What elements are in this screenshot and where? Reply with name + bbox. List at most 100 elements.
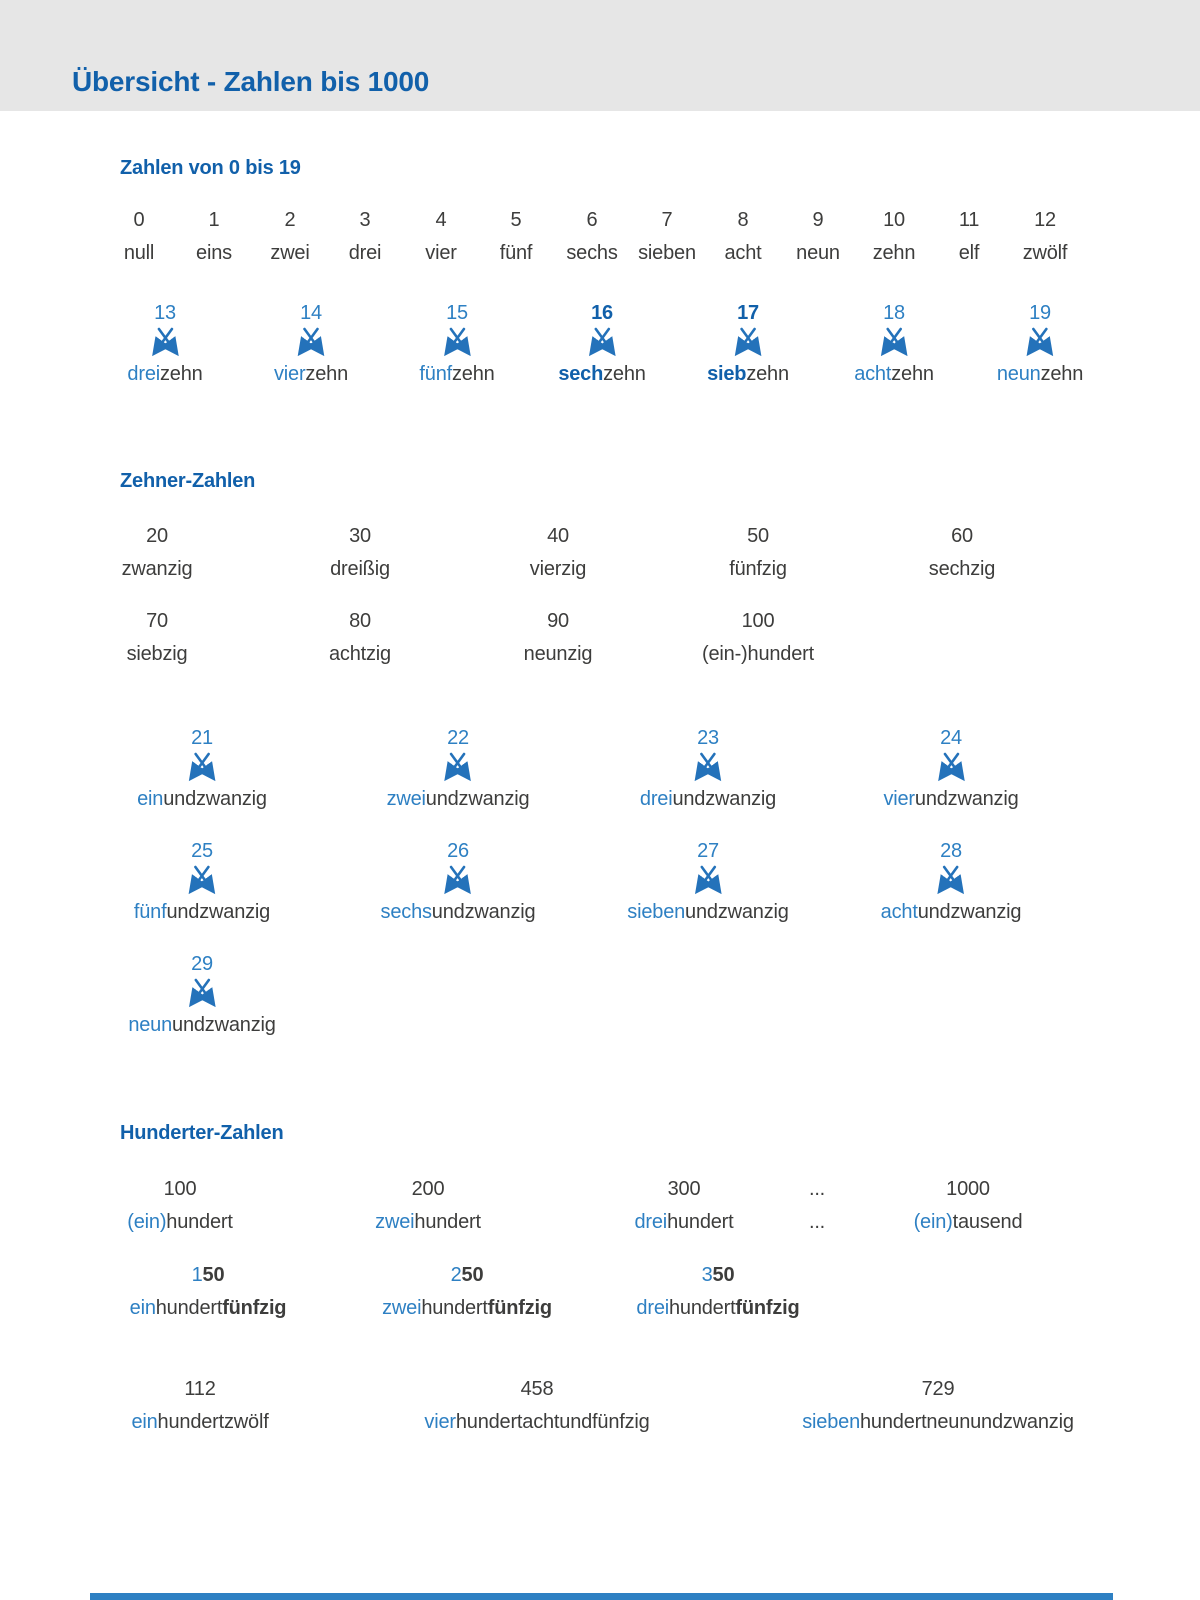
- number-cell: 90 neunzig: [524, 608, 593, 667]
- number-word: achtzig: [329, 643, 391, 665]
- number-digit: 350: [636, 1262, 799, 1288]
- number-word: vierzig: [529, 558, 587, 580]
- word-prefix: ein: [131, 1411, 158, 1433]
- word-suffix: hundert: [166, 1211, 233, 1233]
- number-cell-with-arrows: 14 vierzehn: [274, 300, 348, 387]
- number-digit: 28: [940, 840, 962, 862]
- word-suffix: hundert: [414, 1211, 481, 1233]
- number-word: siebzehn: [707, 361, 789, 387]
- number-cell: 5 fünf: [500, 207, 533, 266]
- number-cell: 50 fünfzig: [729, 523, 787, 582]
- number-word: achtzehn: [854, 361, 934, 387]
- number-digit: 50: [747, 525, 769, 547]
- number-cell-with-arrows: 23 dreiundzwanzig: [640, 725, 776, 812]
- footer-bar: [90, 1593, 1113, 1600]
- number-cell-with-arrows: 17 siebzehn: [707, 300, 789, 387]
- number-cell: 1000 (ein)tausend: [914, 1176, 1023, 1235]
- number-word: siebzig: [126, 643, 188, 665]
- number-digit: 30: [349, 525, 371, 547]
- word-prefix: zwei: [375, 1211, 415, 1233]
- word-suffix: undzwanzig: [914, 788, 1019, 810]
- number-word: vierhundertachtundfünfzig: [424, 1409, 649, 1435]
- number-digit: 458: [520, 1378, 554, 1400]
- number-cell: 80 achtzig: [329, 608, 391, 667]
- number-word: sechsundzwanzig: [381, 899, 536, 925]
- number-cell: 8 acht: [724, 207, 761, 266]
- number-digit: 11: [958, 209, 980, 231]
- word-suffix: undzwanzig: [163, 788, 267, 810]
- digit-prefix: 1: [191, 1264, 203, 1286]
- number-cell-with-arrows: 25 fünfundzwanzig: [134, 838, 270, 925]
- number-word: vierundzwanzig: [883, 786, 1018, 812]
- number-digit: 24: [940, 727, 962, 749]
- number-cell-with-arrows: 26 sechsundzwanzig: [381, 838, 536, 925]
- number-digit: 27: [697, 840, 719, 862]
- word-prefix: fünf: [419, 363, 452, 385]
- word-middle: hundert: [668, 1297, 736, 1319]
- number-digit: 23: [697, 727, 719, 749]
- word-middle: hundert: [421, 1297, 488, 1319]
- number-word: (ein)tausend: [914, 1209, 1023, 1235]
- number-digit: 90: [547, 610, 569, 632]
- number-cell: 12 zwölf: [1023, 207, 1068, 266]
- word-prefix: fünf: [133, 901, 167, 923]
- number-cell: 350 dreihundertfünfzig: [636, 1262, 799, 1321]
- number-word: sieben: [638, 242, 696, 264]
- word-suffix: undzwanzig: [425, 788, 530, 810]
- word-prefix: sieben: [627, 901, 686, 923]
- word-prefix: sieben: [802, 1411, 860, 1433]
- word-prefix: drei: [127, 363, 160, 385]
- number-word: einundzwanzig: [137, 786, 267, 812]
- number-cell-with-arrows: 21 einundzwanzig: [137, 725, 267, 812]
- number-digit: 22: [447, 727, 469, 749]
- word-prefix: sech: [558, 363, 604, 385]
- number-word: zehn: [872, 242, 916, 264]
- word-suffix: zehn: [746, 363, 789, 385]
- word-suffix: undzwanzig: [685, 901, 789, 923]
- number-word: null: [123, 242, 155, 264]
- number-cell: 4 vier: [425, 207, 457, 266]
- number-word: zwanzig: [121, 558, 193, 580]
- number-digit: 70: [146, 610, 168, 632]
- number-cell: 100 (ein)hundert: [127, 1176, 233, 1235]
- word-prefix: vier: [273, 363, 306, 385]
- number-cell: 729 siebenhundertneunundzwanzig: [802, 1376, 1074, 1435]
- word-suffix: zehn: [1040, 363, 1084, 385]
- number-word: fünfundzwanzig: [134, 899, 270, 925]
- word-prefix: acht: [880, 901, 918, 923]
- number-word: eins: [196, 242, 232, 264]
- number-cell: 30 dreißig: [330, 523, 390, 582]
- word-prefix: drei: [634, 1211, 668, 1233]
- number-cell: 7 sieben: [638, 207, 696, 266]
- number-cell: 1 eins: [196, 207, 232, 266]
- word-suffix: zehn: [159, 363, 203, 385]
- header-band: Übersicht - Zahlen bis 1000: [0, 0, 1200, 111]
- digit-prefix: 3: [701, 1264, 713, 1286]
- word-prefix: acht: [854, 363, 892, 385]
- crossed-arrows-icon: [151, 327, 179, 357]
- number-cell: 3 drei: [349, 207, 382, 266]
- word-suffix: ...: [808, 1211, 826, 1233]
- number-digit: 4: [435, 209, 447, 231]
- word-prefix: zwei: [386, 788, 426, 810]
- digit-prefix: 2: [450, 1264, 462, 1286]
- number-digit: 5: [510, 209, 522, 231]
- number-word: zweihundertfünfzig: [382, 1295, 552, 1321]
- word-suffix: hundertachtundfünfzig: [455, 1411, 650, 1433]
- word-prefix: neun: [996, 363, 1041, 385]
- crossed-arrows-icon: [937, 865, 965, 895]
- number-word: neunzehn: [997, 361, 1083, 387]
- number-cell: 458 vierhundertachtundfünfzig: [424, 1376, 649, 1435]
- number-word: acht: [724, 242, 762, 264]
- number-word: zweihundert: [375, 1209, 481, 1235]
- number-digit: 3: [359, 209, 371, 231]
- word-prefix: sieb: [707, 363, 747, 385]
- number-digit: 12: [1034, 209, 1056, 231]
- word-bold-part: fünfzig: [222, 1297, 287, 1319]
- word-prefix: sechs: [380, 901, 432, 923]
- number-digit: 21: [191, 727, 213, 749]
- number-digit: 60: [951, 525, 973, 547]
- number-word: dreißig: [330, 558, 390, 580]
- number-word: einhundertzwölf: [131, 1409, 268, 1435]
- crossed-arrows-icon: [694, 752, 722, 782]
